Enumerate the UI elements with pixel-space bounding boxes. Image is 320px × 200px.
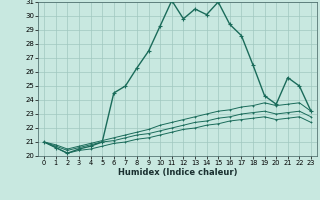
X-axis label: Humidex (Indice chaleur): Humidex (Indice chaleur)	[118, 168, 237, 177]
